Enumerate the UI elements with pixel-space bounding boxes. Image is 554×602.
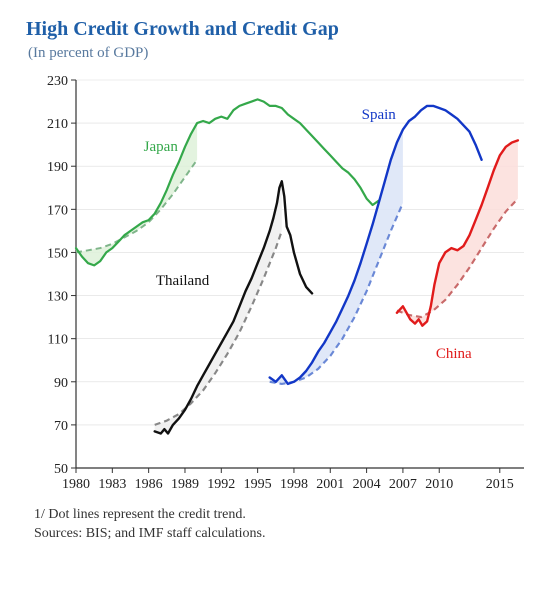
svg-text:130: 130 <box>47 290 68 305</box>
svg-text:210: 210 <box>47 117 68 132</box>
footnote-2: Sources: BIS; and IMF staff calculations… <box>34 525 532 544</box>
svg-text:2004: 2004 <box>353 477 381 492</box>
chart-footnotes: 1/ Dot lines represent the credit trend.… <box>26 506 532 544</box>
svg-text:70: 70 <box>54 419 68 434</box>
svg-text:Japan: Japan <box>144 139 179 155</box>
svg-text:1989: 1989 <box>171 477 199 492</box>
svg-text:170: 170 <box>47 203 68 218</box>
svg-text:Thailand: Thailand <box>156 273 210 289</box>
svg-text:2010: 2010 <box>425 477 453 492</box>
svg-text:1992: 1992 <box>207 477 235 492</box>
svg-text:50: 50 <box>54 462 68 477</box>
svg-text:1998: 1998 <box>280 477 308 492</box>
svg-text:1983: 1983 <box>98 477 126 492</box>
chart-subtitle: (In percent of GDP) <box>28 45 532 62</box>
svg-text:230: 230 <box>47 74 68 89</box>
svg-text:2015: 2015 <box>486 477 514 492</box>
svg-text:2001: 2001 <box>316 477 344 492</box>
svg-text:150: 150 <box>47 246 68 261</box>
footnote-1: 1/ Dot lines represent the credit trend. <box>34 506 532 525</box>
svg-text:90: 90 <box>54 376 68 391</box>
svg-text:1980: 1980 <box>62 477 90 492</box>
chart-title: High Credit Growth and Credit Gap <box>26 18 532 41</box>
svg-text:190: 190 <box>47 160 68 175</box>
svg-text:Spain: Spain <box>362 107 397 123</box>
chart-container: High Credit Growth and Credit Gap (In pe… <box>0 0 554 602</box>
svg-text:1995: 1995 <box>244 477 272 492</box>
svg-text:2007: 2007 <box>389 477 417 492</box>
svg-text:China: China <box>436 346 472 362</box>
svg-text:1986: 1986 <box>135 477 163 492</box>
chart-svg: 50 70 90 110 130 150 170 190 210 230 1980 1983 1986 1… <box>26 70 532 500</box>
svg-text:110: 110 <box>48 333 68 348</box>
chart-plot-area: 50 70 90 110 130 150 170 190 210 230 1980 1983 1986 1… <box>26 70 532 500</box>
